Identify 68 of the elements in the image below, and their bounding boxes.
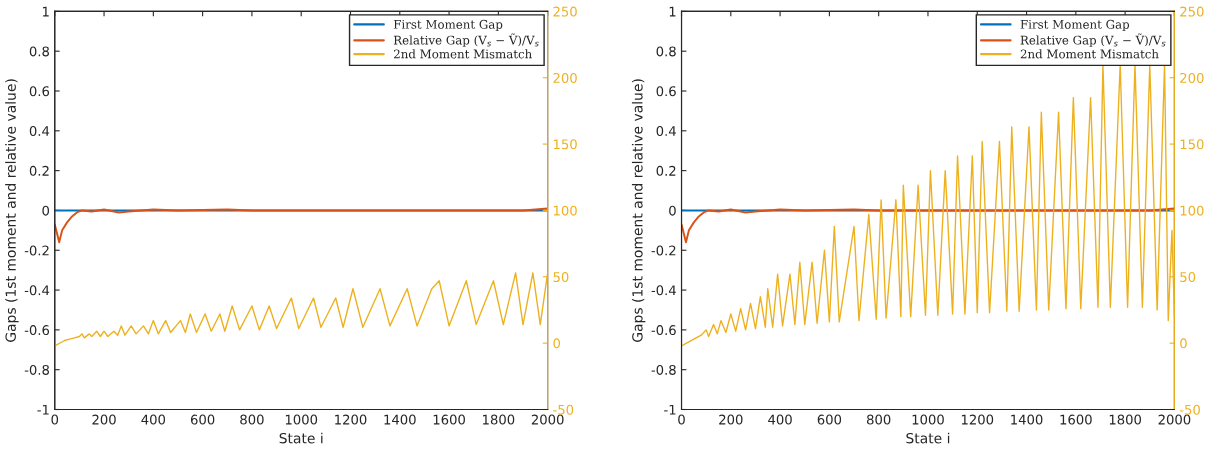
x-tick-label: 800 (240, 414, 264, 425)
y2-tick-label: 150 (1180, 139, 1204, 150)
y2-tick-label: 250 (553, 6, 577, 17)
x-axis-title: State i (906, 432, 950, 444)
y-tick-label: 0.6 (656, 86, 676, 97)
x-tick-label: 1800 (1109, 414, 1142, 425)
y-tick-label: 0 (669, 205, 676, 216)
x-tick-label: 1400 (384, 414, 416, 425)
y2-tick-label: 0 (1180, 338, 1187, 349)
y2-tick-label: 200 (1180, 72, 1204, 83)
y2-tick-label: 50 (553, 272, 569, 282)
y2-tick-label: 100 (1180, 205, 1204, 216)
y2-tick-label: 100 (553, 205, 577, 216)
legend-label: 2nd Moment Mismatch (1020, 49, 1159, 59)
y-tick-label: -1 (37, 404, 49, 415)
y2-tick-label: 150 (553, 139, 577, 150)
y-tick-label: -0.2 (24, 245, 49, 256)
x-tick-label: 1000 (912, 414, 944, 425)
x-tick-label: 400 (141, 414, 166, 425)
y-tick-label: 0.2 (656, 165, 676, 176)
legend-label: Relative Gap (V$_{s}$ − Ṽ)/V$_{s}$ (1020, 33, 1166, 47)
x-tick-label: 0 (51, 414, 59, 425)
x-tick-label: 600 (190, 414, 215, 425)
x-tick-label: 200 (92, 414, 116, 425)
legend-label: Relative Gap (V$_{s}$ − Ṽ)/V$_{s}$ (393, 33, 539, 47)
y2-tick-label: -50 (1179, 404, 1200, 415)
y-axis-title: Gaps (1st moment and relative value) (5, 79, 19, 342)
y-tick-label: -0.6 (24, 325, 50, 336)
y-tick-label: 0.8 (656, 46, 676, 57)
y2-tick-label: 200 (553, 72, 577, 83)
y-tick-label: 1 (669, 6, 676, 17)
x-tick-label: 800 (866, 414, 891, 425)
y-axis-title: Gaps (1st moment and relative value) (631, 79, 646, 342)
y-tick-label: 0.4 (29, 126, 50, 137)
x-tick-label: 1600 (1060, 414, 1092, 425)
x-tick-label: 1600 (433, 414, 465, 425)
y-tick-label: 0 (42, 205, 50, 216)
x-tick-label: 1000 (285, 414, 318, 425)
x-axis-title: State i (279, 432, 323, 444)
y2-tick-label: 0 (553, 338, 561, 349)
y-tick-label: -0.6 (651, 325, 676, 336)
legend-label: First Moment Gap (1020, 19, 1130, 32)
y2-tick-label: -50 (553, 404, 574, 415)
x-tick-label: 1800 (483, 414, 515, 425)
y-tick-label: 1 (42, 6, 49, 17)
y-tick-label: 0.2 (29, 165, 49, 176)
x-tick-label: 200 (719, 414, 743, 425)
x-tick-label: 2000 (531, 414, 564, 425)
y2-tick-label: 250 (1180, 6, 1204, 17)
y-tick-label: 0.8 (29, 46, 49, 57)
x-tick-label: 1400 (1011, 414, 1043, 425)
y-tick-label: -0.4 (651, 285, 676, 296)
x-tick-label: 0 (678, 414, 685, 425)
y-tick-label: -1 (664, 404, 676, 415)
x-tick-label: 2000 (1158, 414, 1191, 425)
x-tick-label: 1200 (335, 414, 367, 425)
y2-tick-label: 50 (1180, 272, 1196, 282)
legend-label: First Moment Gap (393, 19, 503, 32)
y-tick-label: -0.2 (651, 245, 676, 256)
y-tick-label: 0.4 (656, 126, 676, 137)
y-tick-label: -0.4 (24, 285, 50, 296)
y-tick-label: -0.8 (651, 364, 676, 375)
y-tick-label: 0.6 (29, 86, 50, 97)
x-tick-label: 1200 (961, 414, 994, 425)
legend-label: 2nd Moment Mismatch (394, 49, 532, 59)
y-tick-label: -0.8 (24, 364, 49, 375)
x-tick-label: 600 (817, 414, 842, 425)
x-tick-label: 400 (768, 414, 792, 425)
